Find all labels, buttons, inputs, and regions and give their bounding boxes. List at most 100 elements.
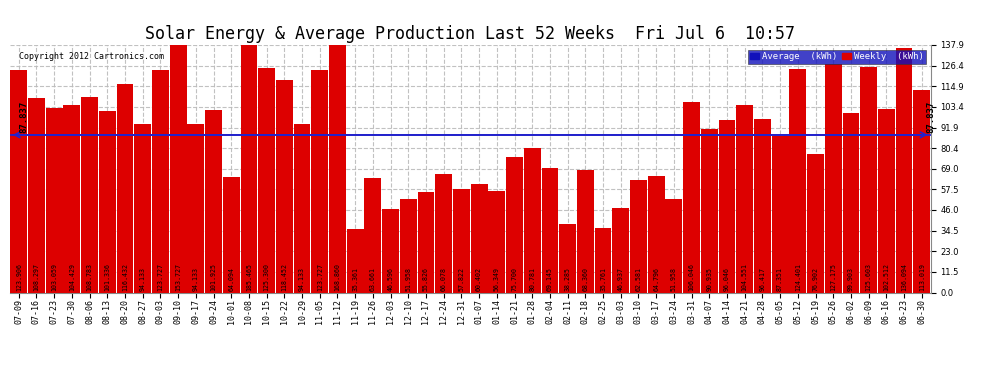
Bar xyxy=(117,84,134,292)
Bar xyxy=(506,157,523,292)
Bar xyxy=(825,64,842,292)
Text: 113.019: 113.019 xyxy=(919,263,925,291)
Text: 46.937: 46.937 xyxy=(618,267,624,291)
Bar xyxy=(754,120,771,292)
Text: 55.826: 55.826 xyxy=(423,267,429,291)
Bar xyxy=(99,111,116,292)
Text: 69.145: 69.145 xyxy=(546,267,553,291)
Text: 153.727: 153.727 xyxy=(175,263,181,291)
Text: 57.822: 57.822 xyxy=(458,267,464,291)
Text: 123.906: 123.906 xyxy=(16,263,22,291)
Bar xyxy=(789,69,806,292)
Bar xyxy=(311,70,328,292)
Text: 64.094: 64.094 xyxy=(229,267,235,291)
Text: 96.417: 96.417 xyxy=(759,267,765,291)
Bar xyxy=(470,184,487,292)
Text: 103.059: 103.059 xyxy=(51,263,57,291)
Text: 75.700: 75.700 xyxy=(512,267,518,291)
Bar xyxy=(258,68,275,292)
Bar xyxy=(542,168,558,292)
Text: 102.512: 102.512 xyxy=(883,263,889,291)
Bar xyxy=(595,228,612,292)
Text: 118.452: 118.452 xyxy=(281,263,287,291)
Text: 99.903: 99.903 xyxy=(847,267,854,291)
Bar xyxy=(205,110,222,292)
Bar xyxy=(878,108,895,292)
Bar xyxy=(737,105,753,292)
Text: 62.581: 62.581 xyxy=(636,267,642,291)
Text: 76.902: 76.902 xyxy=(813,267,819,291)
Bar xyxy=(187,123,204,292)
Bar xyxy=(647,176,664,292)
Text: 106.046: 106.046 xyxy=(689,263,695,291)
Text: 168.860: 168.860 xyxy=(335,263,341,291)
Text: 56.349: 56.349 xyxy=(494,267,500,291)
Bar xyxy=(46,108,62,292)
Text: 35.761: 35.761 xyxy=(600,267,606,291)
Bar xyxy=(135,123,151,292)
Text: 123.727: 123.727 xyxy=(157,263,163,291)
Text: 127.175: 127.175 xyxy=(831,263,837,291)
Bar xyxy=(346,229,363,292)
Bar xyxy=(860,67,877,292)
Text: 60.402: 60.402 xyxy=(476,267,482,291)
Title: Solar Energy & Average Production Last 52 Weeks  Fri Jul 6  10:57: Solar Energy & Average Production Last 5… xyxy=(146,26,795,44)
Bar xyxy=(896,48,913,292)
Text: 63.661: 63.661 xyxy=(370,267,376,291)
Text: 101.925: 101.925 xyxy=(211,263,217,291)
Bar xyxy=(169,16,186,292)
Text: 108.297: 108.297 xyxy=(34,263,40,291)
Text: 46.596: 46.596 xyxy=(387,267,394,291)
Bar xyxy=(914,90,931,292)
Text: 94.133: 94.133 xyxy=(193,267,199,291)
Bar xyxy=(152,70,169,292)
Bar xyxy=(701,129,718,292)
Text: 35.361: 35.361 xyxy=(352,267,358,291)
Text: 125.300: 125.300 xyxy=(263,263,269,291)
Text: 51.958: 51.958 xyxy=(671,267,677,291)
Bar xyxy=(81,97,98,292)
Bar xyxy=(630,180,646,292)
Text: 185.465: 185.465 xyxy=(246,263,251,291)
Bar xyxy=(223,177,240,292)
Text: 87.837: 87.837 xyxy=(20,101,29,133)
Text: 123.727: 123.727 xyxy=(317,263,323,291)
Bar xyxy=(329,0,346,292)
Text: 66.078: 66.078 xyxy=(441,267,446,291)
Bar xyxy=(807,154,824,292)
Text: 80.781: 80.781 xyxy=(530,267,536,291)
Text: 68.360: 68.360 xyxy=(582,267,588,291)
Bar xyxy=(665,199,682,292)
Text: 104.429: 104.429 xyxy=(69,263,75,291)
Bar xyxy=(28,98,45,292)
Bar xyxy=(63,105,80,292)
Bar xyxy=(364,178,381,292)
Text: 101.336: 101.336 xyxy=(104,263,110,291)
Text: 94.133: 94.133 xyxy=(140,267,146,291)
Text: 136.094: 136.094 xyxy=(901,263,907,291)
Bar xyxy=(276,80,293,292)
Text: 96.046: 96.046 xyxy=(724,267,730,291)
Text: 51.958: 51.958 xyxy=(405,267,411,291)
Bar xyxy=(382,209,399,292)
Text: 124.401: 124.401 xyxy=(795,263,801,291)
Bar xyxy=(771,136,788,292)
Bar xyxy=(524,147,541,292)
Bar xyxy=(683,102,700,292)
Text: 94.133: 94.133 xyxy=(299,267,305,291)
Bar xyxy=(577,170,594,292)
Bar xyxy=(613,208,630,292)
Bar xyxy=(10,70,27,292)
Text: Copyright 2012 Cartronics.com: Copyright 2012 Cartronics.com xyxy=(19,53,164,62)
Bar xyxy=(436,174,452,292)
Bar xyxy=(400,199,417,292)
Bar xyxy=(241,0,257,292)
Text: 87.351: 87.351 xyxy=(777,267,783,291)
Bar xyxy=(719,120,736,292)
Bar xyxy=(418,192,435,292)
Text: 38.285: 38.285 xyxy=(564,267,570,291)
Text: 64.796: 64.796 xyxy=(653,267,659,291)
Text: 87.837: 87.837 xyxy=(926,101,936,133)
Text: 108.783: 108.783 xyxy=(86,263,93,291)
Legend: Average  (kWh), Weekly  (kWh): Average (kWh), Weekly (kWh) xyxy=(747,50,926,64)
